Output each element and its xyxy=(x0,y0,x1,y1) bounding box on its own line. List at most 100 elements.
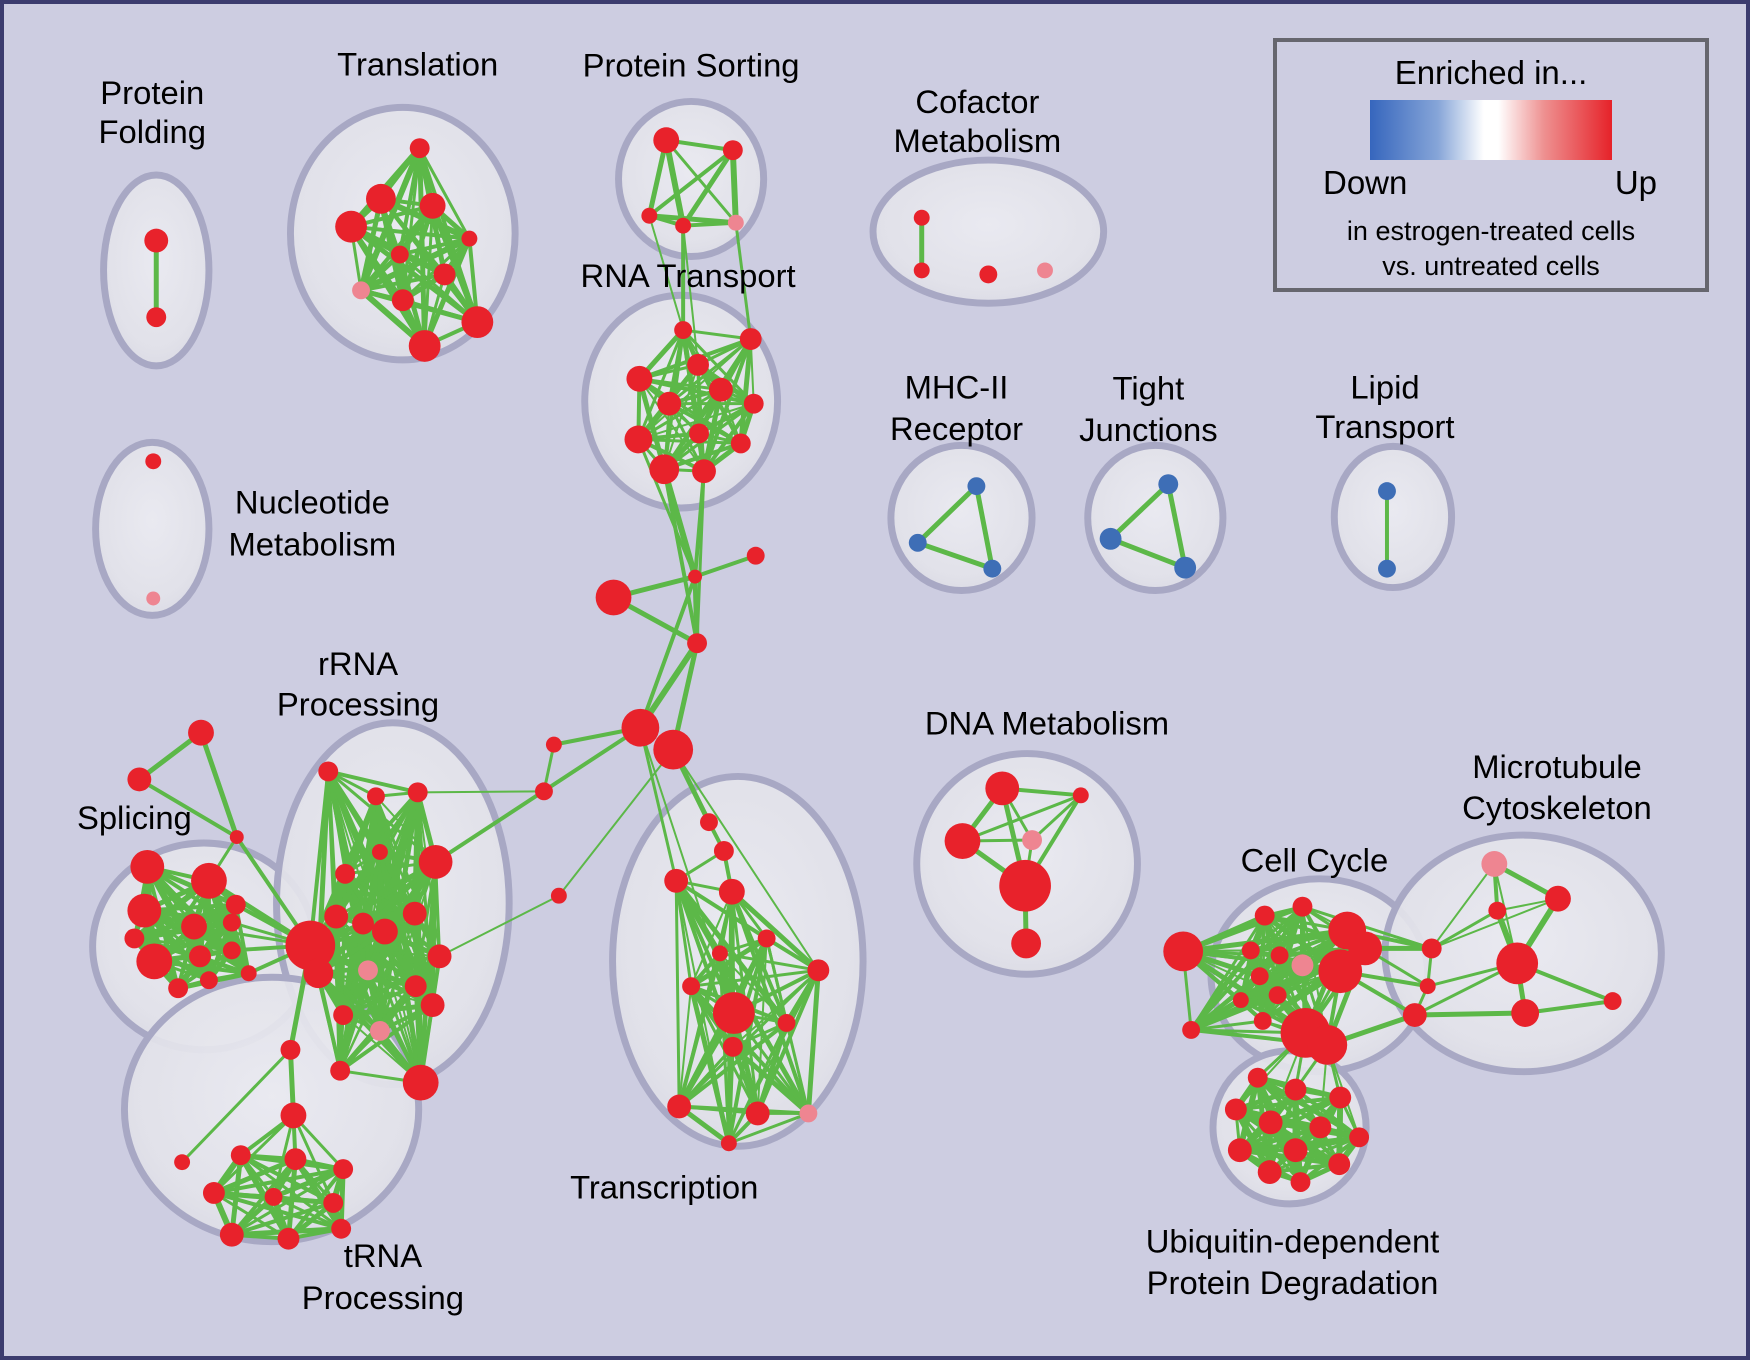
edge xyxy=(229,1200,336,1237)
node xyxy=(730,433,751,454)
edge xyxy=(638,377,706,473)
edge xyxy=(1430,897,1559,950)
node xyxy=(420,993,445,1018)
edge xyxy=(637,402,755,441)
cluster-label-ubiquitin-degradation: Protein Degradation xyxy=(1147,1264,1439,1301)
node xyxy=(595,579,632,616)
cluster-label-trna-processing: tRNA xyxy=(344,1237,422,1274)
node xyxy=(280,1102,307,1129)
edge xyxy=(198,730,240,840)
edge xyxy=(678,985,693,1108)
edge xyxy=(557,748,675,897)
node xyxy=(807,959,830,982)
node xyxy=(219,1222,244,1247)
edge xyxy=(915,483,979,546)
node xyxy=(402,1064,439,1101)
node xyxy=(718,878,745,905)
node xyxy=(461,306,494,339)
edge xyxy=(672,748,820,972)
node xyxy=(264,1187,283,1206)
edge xyxy=(674,879,693,988)
node xyxy=(127,767,152,792)
cluster-label-ubiquitin-degradation: Ubiquitin-dependent xyxy=(1146,1222,1440,1259)
node xyxy=(999,859,1051,912)
edge xyxy=(271,1166,346,1200)
node xyxy=(1182,1020,1201,1039)
node xyxy=(712,992,755,1034)
node xyxy=(743,393,764,414)
cluster-label-microtubule-cytoskeleton: Cytoskeleton xyxy=(1462,789,1652,826)
cluster-label-transcription: Transcription xyxy=(570,1169,758,1206)
edge xyxy=(734,221,753,341)
edge xyxy=(422,236,472,349)
node xyxy=(409,138,430,159)
node xyxy=(144,228,169,253)
edge xyxy=(1249,905,1304,952)
node xyxy=(985,771,1020,806)
edge xyxy=(358,235,473,294)
node xyxy=(687,633,707,654)
cluster-label-tight-junctions: Tight xyxy=(1113,369,1185,406)
edge xyxy=(637,376,756,406)
edge xyxy=(688,983,732,1146)
node xyxy=(222,913,241,932)
node xyxy=(230,1145,251,1166)
node xyxy=(188,719,214,746)
edge xyxy=(343,790,420,876)
node xyxy=(1402,1003,1427,1027)
node xyxy=(1291,954,1314,977)
node xyxy=(284,1148,307,1171)
node xyxy=(371,918,398,945)
edge xyxy=(271,1194,336,1205)
cluster-label-dna-metabolism: DNA Metabolism xyxy=(925,704,1169,741)
edge xyxy=(663,137,687,229)
node xyxy=(1488,901,1507,920)
node xyxy=(979,265,998,284)
edge xyxy=(291,1113,335,1205)
node xyxy=(1378,559,1396,578)
edge xyxy=(692,574,700,646)
node xyxy=(1290,1172,1311,1192)
cluster-label-protein-folding: Folding xyxy=(98,113,206,150)
node xyxy=(1309,1116,1332,1139)
legend-subtitle-line2: vs. untreated cells xyxy=(1382,251,1600,281)
node xyxy=(720,1135,737,1152)
node xyxy=(333,1005,354,1025)
cluster-label-lipid-transport: Transport xyxy=(1315,408,1454,445)
node xyxy=(1241,941,1260,960)
node xyxy=(408,330,441,362)
edge xyxy=(1237,1124,1323,1153)
edge xyxy=(1430,909,1499,950)
node xyxy=(335,210,368,243)
cluster-label-protein-sorting: Protein Sorting xyxy=(583,46,800,83)
node xyxy=(1254,905,1275,926)
node xyxy=(330,1060,351,1081)
cluster-label-translation: Translation xyxy=(337,45,498,82)
node xyxy=(746,546,765,565)
node xyxy=(124,928,145,949)
edge xyxy=(636,437,743,445)
cluster-label-rna-transport: RNA Transport xyxy=(581,257,796,294)
node xyxy=(727,214,744,231)
node xyxy=(777,1014,796,1032)
node xyxy=(621,708,660,747)
cluster-label-mhc2-receptor: MHC-II xyxy=(905,368,1009,405)
cluster-label-nucleotide-metabolism: Nucleotide xyxy=(235,484,390,521)
cluster-label-tight-junctions: Junctions xyxy=(1079,411,1218,448)
node xyxy=(390,245,409,264)
cluster-label-cell-cycle: Cell Cycle xyxy=(1241,842,1389,879)
node xyxy=(324,904,349,929)
edge xyxy=(1108,481,1171,542)
edge xyxy=(292,1156,345,1232)
edge xyxy=(718,951,820,972)
node xyxy=(1158,474,1179,495)
edge xyxy=(1030,793,1083,842)
node xyxy=(145,453,162,470)
node xyxy=(1329,1086,1352,1109)
node xyxy=(366,183,396,214)
node xyxy=(1318,949,1363,994)
node xyxy=(657,391,682,416)
edge xyxy=(132,936,234,952)
nodes-layer xyxy=(124,127,1622,1250)
node xyxy=(404,975,427,998)
